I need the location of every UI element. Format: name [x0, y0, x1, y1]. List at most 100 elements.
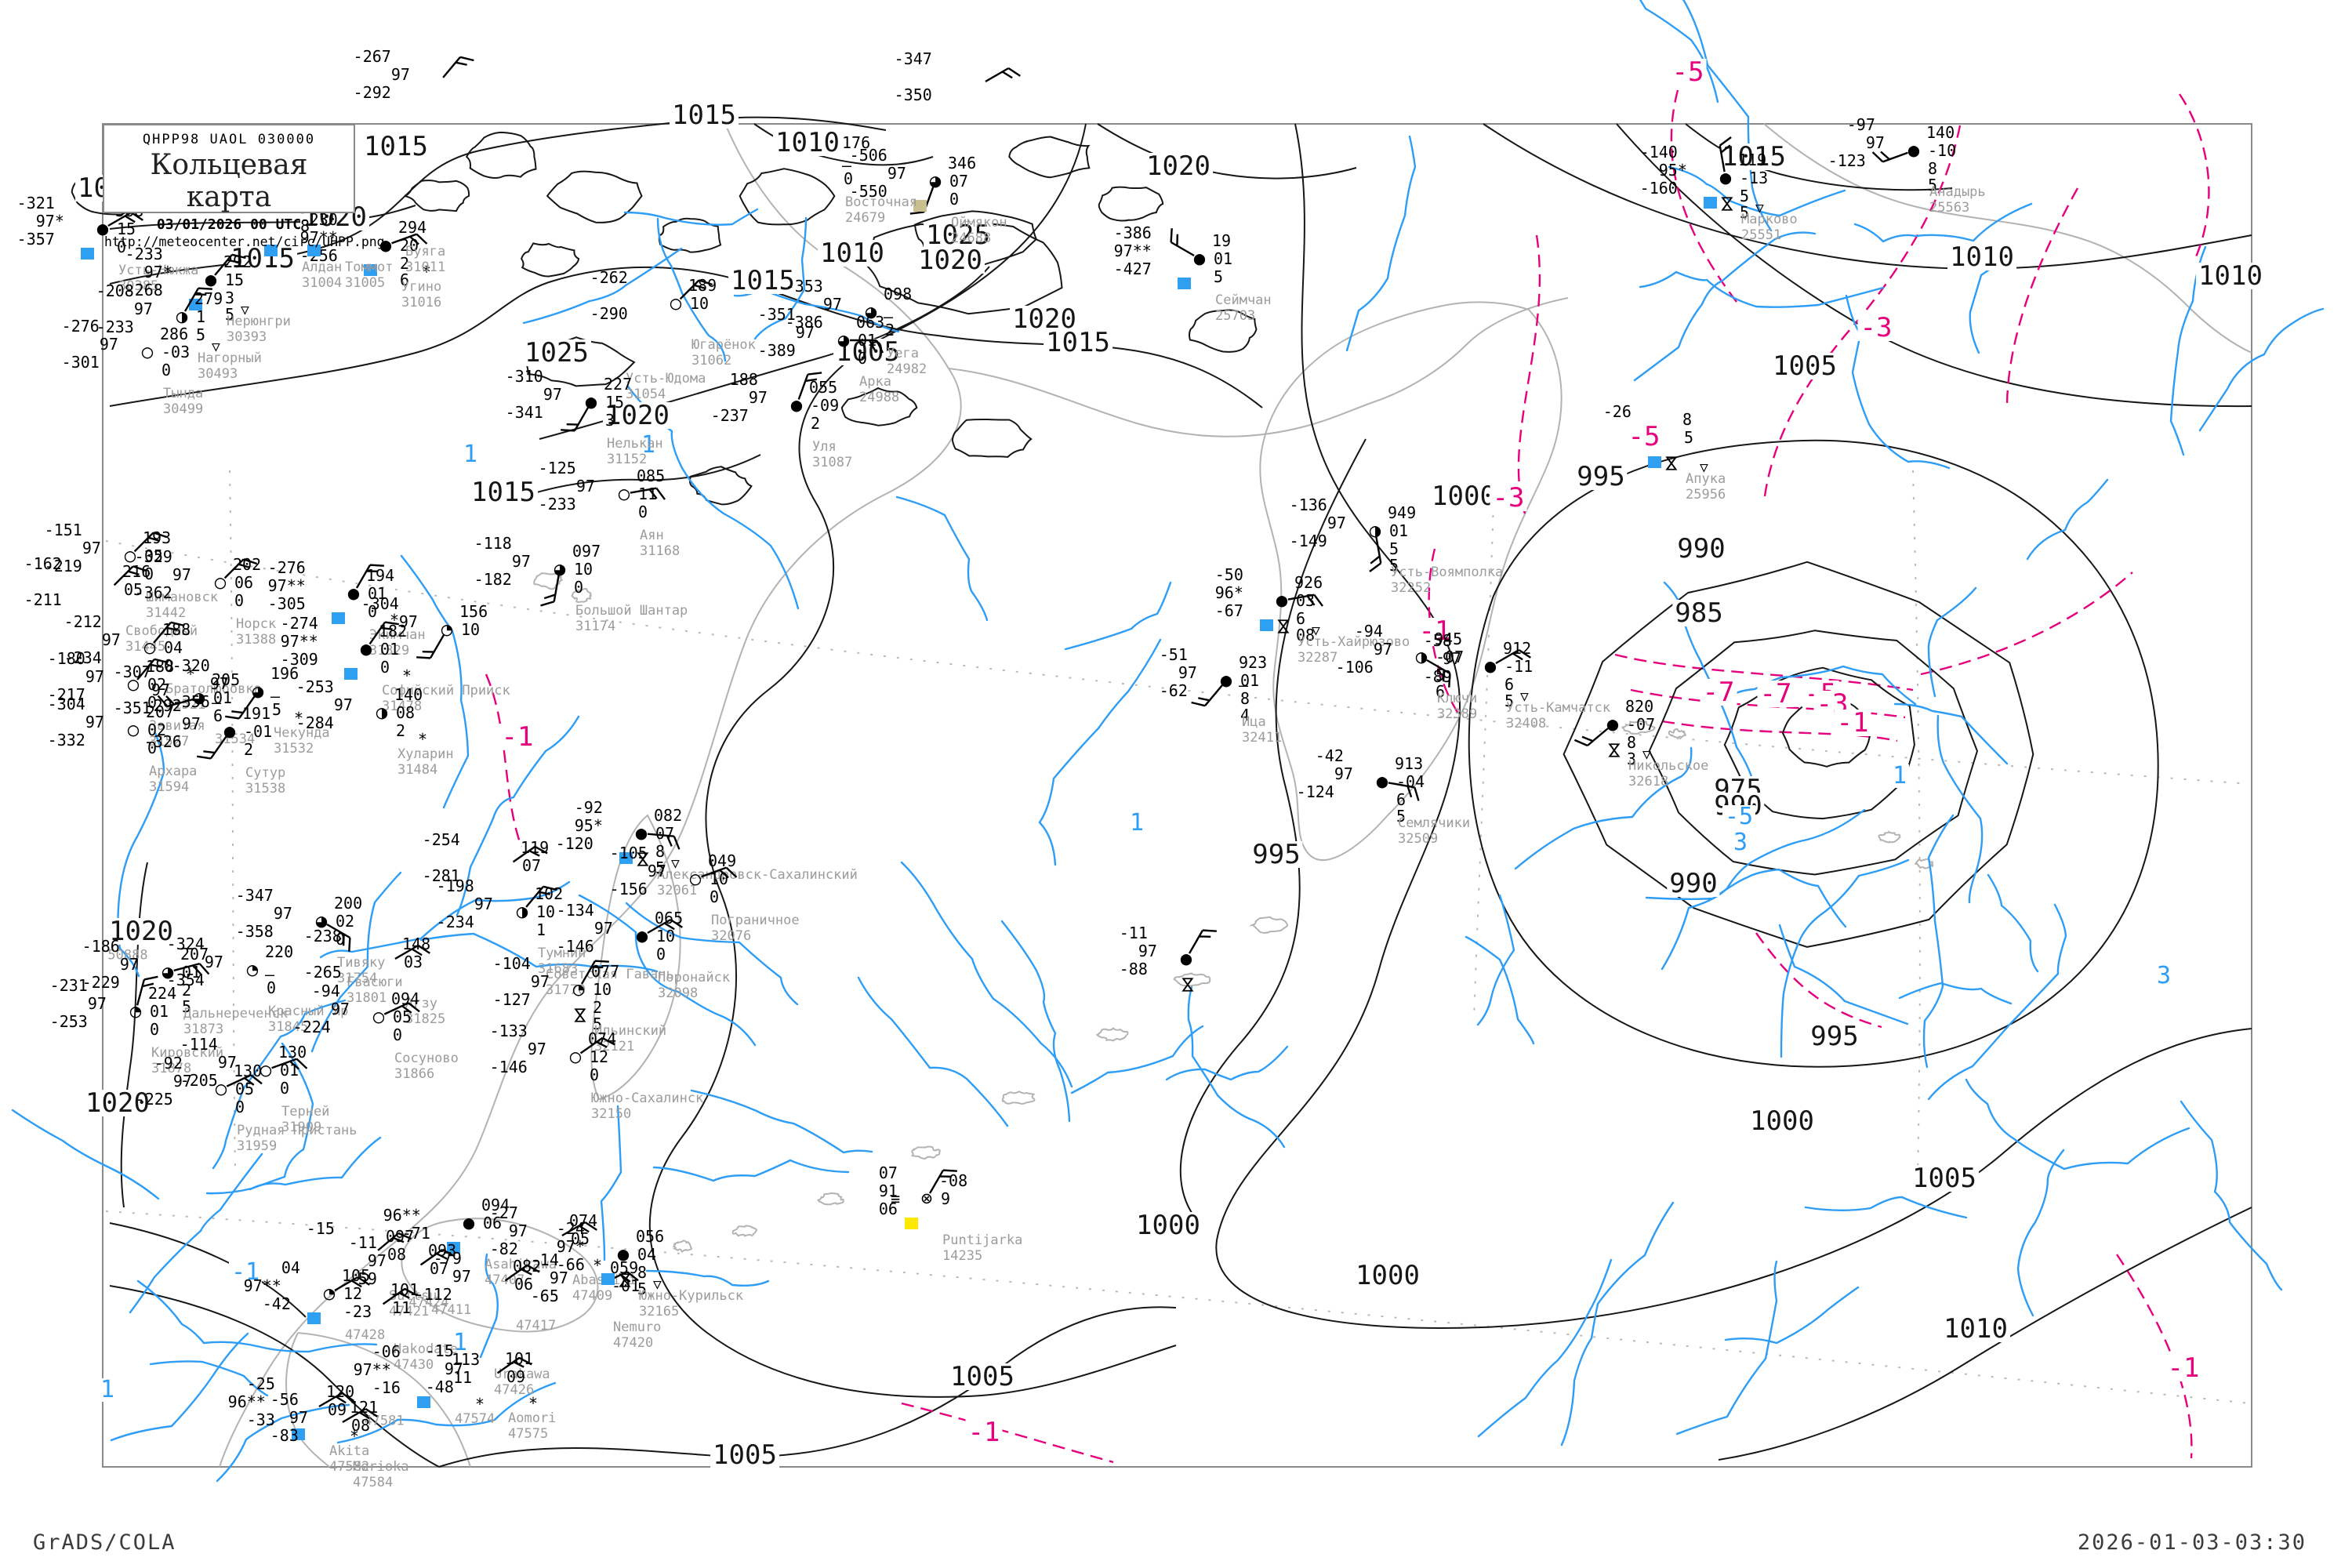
moisture-squiggle-layer-path [1639, 0, 1719, 103]
isobar-label: 1010 [2196, 263, 2265, 289]
tendency-label: -1 [499, 724, 536, 750]
station-name-label: Нагорный 30493 [198, 350, 262, 382]
station-name-label: Сутур 31538 [245, 765, 286, 797]
pressure-value: 082 [654, 806, 683, 825]
snow-icon: * [593, 1256, 602, 1275]
dewpoint-value: -268 [125, 281, 163, 299]
wind-barb-icon [630, 487, 666, 500]
wind-barb-icon [153, 621, 185, 644]
pressure-value: 156 [459, 602, 488, 621]
moisture-squiggle-layer-path [895, 495, 989, 622]
wind-barb-icon [334, 1276, 370, 1292]
pressure-value: 140 [1926, 123, 1955, 142]
moisture-squiggle-layer-path [753, 216, 808, 340]
moisture-squiggle-layer-path [1922, 814, 1955, 1069]
blue-marker-square [1260, 619, 1273, 631]
weather-code-value: 97 [1138, 942, 1157, 960]
tendency-value: 05 [144, 546, 164, 565]
cloud-amount-value: 2 [244, 740, 254, 759]
station-name-label: Оймякон 24688 [951, 215, 1007, 246]
moisture-squiggle-layer-path [1898, 982, 2013, 1005]
wind-barb-icon [113, 565, 147, 586]
temperature-value: -304 [47, 695, 85, 713]
wind-barb-icon [383, 1002, 420, 1015]
dewpoint-value: -146 [489, 1058, 528, 1076]
dewpoint-value: -225 [135, 1090, 173, 1109]
temperature-value: -208 [96, 281, 134, 300]
wind-barb-icon [1426, 659, 1451, 688]
pressure-value: 102 [535, 884, 564, 903]
moisture-squiggle-layer-path [1853, 202, 2033, 243]
dewpoint-value: -332 [47, 731, 85, 750]
cloud-amount-value: 6 [1396, 790, 1406, 809]
temperature-value: -42 [1315, 746, 1344, 765]
station-name-label: 47574 [455, 1411, 495, 1427]
isobar-label: 1010 [818, 240, 887, 267]
island-blobs-path [731, 1225, 758, 1237]
station-name-label: Усть-Юдома 31054 [626, 371, 706, 402]
station-name-label: Чекунда 31532 [274, 725, 330, 757]
wind-barb-icon [1191, 684, 1223, 707]
cloud-amount-value: 0 [574, 578, 584, 597]
cloud-amount-value: 2 [811, 414, 821, 433]
pressure-value: 055 [809, 378, 838, 397]
temperature-value: -212 [64, 612, 102, 631]
temperature-value: -58 [1423, 631, 1452, 650]
cloud-cover-icon: ◑ [1369, 519, 1381, 542]
tendency-value: 11 [392, 1298, 412, 1317]
pressure-value: 101 [390, 1280, 419, 1299]
closed-isobar-cells-path [520, 242, 580, 278]
moisture-squiggle-layer-path [1639, 270, 1885, 308]
moisture-squiggle-layer-path [1780, 858, 1910, 1058]
isobar-label: 1015 [361, 133, 430, 160]
dewpoint-value: -237 [710, 406, 749, 425]
dewpoint-value: -550 [849, 182, 887, 201]
tendency-label: -1 [965, 1419, 1003, 1446]
pressure-value: 182 [379, 622, 408, 641]
isobar-label: 995 [1574, 463, 1628, 490]
shower-triangle-icon: ▽ [671, 855, 680, 872]
cloud-cover-icon: ◑ [376, 701, 388, 724]
title-box: QHPP98 UAOL 030000 Кольцевая карта 03/01… [103, 124, 385, 249]
tendency-value: 07 [655, 824, 675, 843]
station-name-label: Puntijarka 14235 [942, 1232, 1023, 1264]
dewpoint-value: -224 [292, 1018, 331, 1036]
tendency-value: 02 [336, 912, 355, 931]
cloud-amount-value: 2 [182, 981, 192, 1000]
temperature-value: -26 [1602, 402, 1632, 421]
wind-barb-icon [133, 532, 168, 553]
weather-code-value: 97 [367, 1251, 387, 1270]
cloud-cover-icon: ◕ [162, 960, 174, 983]
cloud-cover-icon: ● [635, 822, 648, 844]
pressure-value: 093 [428, 1241, 457, 1260]
cloud-amount-value: 0 [949, 190, 960, 209]
island-blobs-path [1668, 728, 1686, 740]
station-name-label: Большой Шантар 31174 [575, 603, 688, 634]
tendency-value: 12 [590, 1047, 609, 1066]
dewpoint-value: -48 [425, 1377, 454, 1396]
extra-value: 5 [1396, 807, 1406, 826]
pressure-value: 913 [1395, 754, 1424, 773]
tendency-value: 15 [605, 393, 625, 412]
wind-barb-icon [136, 658, 169, 681]
snow-icon: * [350, 1427, 359, 1446]
weather-code-value: 97 [209, 674, 229, 693]
moisture-squiggle-layer-path [1345, 135, 1417, 352]
tendency-value: 20 [400, 236, 419, 255]
temperature-value: -56 [270, 1390, 299, 1409]
extra-value: 3 [1627, 750, 1637, 768]
moisture-squiggle-layer-path [479, 1253, 499, 1359]
wind-barb-icon [647, 833, 681, 850]
wind-barb-icon [1388, 782, 1420, 801]
source-url: http://meteocenter.net/circ/UHPP.png [104, 234, 385, 249]
station-name-label: Семлячики 32509 [1398, 815, 1471, 847]
station-name-label: Софийский Прииск 31478 [382, 683, 510, 714]
temperature-value: -06 [372, 1342, 401, 1361]
cloud-cover-icon: ● [1376, 770, 1388, 793]
weather-code-value: 97 [172, 1072, 192, 1091]
wind-barb-icon [512, 845, 548, 863]
cloud-amount-value: 0 [162, 361, 172, 379]
isobar-label: 1005 [1770, 353, 1839, 379]
wind-barb-icon [1495, 648, 1531, 665]
dewpoint-value: -233 [538, 495, 576, 514]
